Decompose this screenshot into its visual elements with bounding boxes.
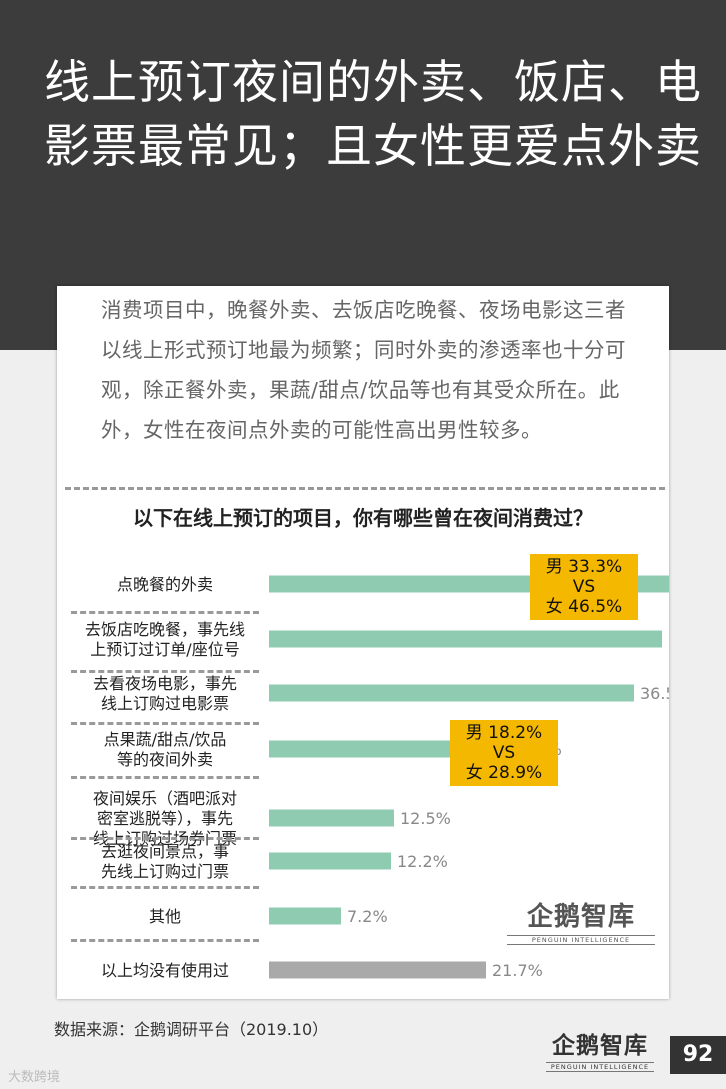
watermark: 大数跨境 xyxy=(8,1070,61,1085)
bar-chart: 40.0%点晚餐的外卖39.3%去饭店吃晚餐，事先线上预订过订单/座位号36.5… xyxy=(85,575,669,980)
row-divider xyxy=(71,837,259,840)
penguin-intelligence-logo: 企鹅智库 PENGUIN INTELLIGENCE xyxy=(501,896,661,945)
category-label: 以上均没有使用过 xyxy=(101,961,229,980)
page-title: 线上预订夜间的外卖、饭店、电影票最常见；且女性更爱点外卖 xyxy=(44,55,702,173)
bar xyxy=(269,961,486,979)
bar xyxy=(269,852,391,870)
page-number: 92 xyxy=(670,1036,726,1074)
value-label: 12.2% xyxy=(397,852,448,871)
category-label: 去看夜场电影，事先 xyxy=(93,674,237,693)
bar xyxy=(269,630,662,648)
value-label: 39.3% xyxy=(668,630,669,649)
category-label: 去逛夜间景点，事 xyxy=(101,842,229,861)
row-divider xyxy=(71,939,259,942)
bar xyxy=(269,740,505,758)
value-label: 21.7% xyxy=(492,961,543,980)
bar xyxy=(269,684,634,702)
bar xyxy=(269,809,394,827)
category-label: 等的夜间外卖 xyxy=(117,750,213,769)
row-divider xyxy=(71,722,259,725)
data-source: 数据来源：企鹅调研平台（2019.10） xyxy=(54,1020,329,1039)
value-label: 36.5% xyxy=(640,684,669,703)
value-label: 12.5% xyxy=(400,809,451,828)
value-label: 7.2% xyxy=(347,907,388,926)
category-label: 其他 xyxy=(149,907,181,926)
category-label: 先线上订购过门票 xyxy=(101,862,229,881)
gender-comparison-callout-snacks: 男 18.2% VS 女 28.9% xyxy=(450,720,558,786)
row-divider xyxy=(71,886,259,889)
row-divider xyxy=(71,670,259,673)
summary-divider xyxy=(65,487,665,490)
footer-logo: 企鹅智库 PENGUIN INTELLIGENCE xyxy=(540,1026,660,1072)
bar xyxy=(269,907,341,925)
category-label: 线上订购过电影票 xyxy=(101,694,229,713)
category-label: 点果蔬/甜点/饮品 xyxy=(104,730,227,749)
chart-title: 以下在线上预订的项目，你有哪些曾在夜间消费过？ xyxy=(133,506,593,530)
gender-comparison-callout-dinner: 男 33.3% VS 女 46.5% xyxy=(530,554,638,620)
row-divider xyxy=(71,776,259,779)
content-card: 消费项目中，晚餐外卖、去饭店吃晚餐、夜场电影这三者以线上形式预订地最为频繁；同时… xyxy=(57,286,669,999)
category-label: 去饭店吃晚餐，事先线 xyxy=(85,620,245,639)
category-label: 密室逃脱等），事先 xyxy=(97,809,233,828)
category-label: 点晚餐的外卖 xyxy=(117,575,213,594)
category-label: 上预订过订单/座位号 xyxy=(90,640,239,659)
category-label: 夜间娱乐（酒吧派对 xyxy=(93,789,237,808)
summary-text: 消费项目中，晚餐外卖、去饭店吃晚餐、夜场电影这三者以线上形式预订地最为频繁；同时… xyxy=(101,298,626,442)
row-divider xyxy=(71,611,259,614)
